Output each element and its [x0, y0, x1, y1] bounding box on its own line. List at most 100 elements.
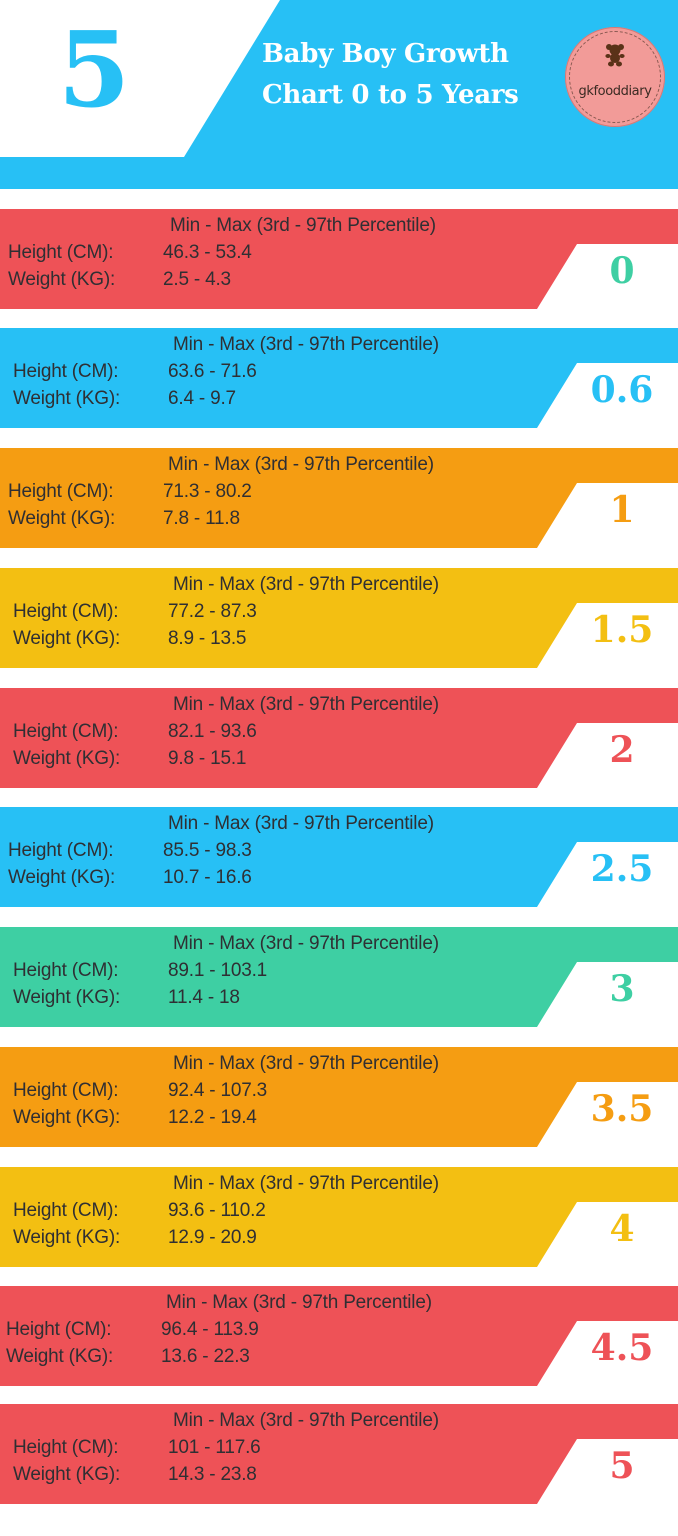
- weight-label: Weight (KG):: [13, 1227, 121, 1248]
- height-row: Height (CM): 93.6 - 110.2: [13, 1200, 266, 1222]
- height-value: 92.4 - 107.3: [168, 1080, 268, 1101]
- weight-label: Weight (KG):: [13, 628, 121, 649]
- height-row: Height (CM): 85.5 - 98.3: [8, 840, 252, 862]
- title-line-1: Baby Boy Growth: [262, 39, 509, 69]
- weight-label: Weight (KG):: [8, 867, 116, 888]
- height-label: Height (CM):: [13, 721, 119, 742]
- age-band-4: Min - Max (3rd - 97th Percentile) Height…: [0, 1167, 678, 1267]
- weight-row: Weight (KG): 9.8 - 15.1: [13, 748, 246, 770]
- age-band-3-5: Min - Max (3rd - 97th Percentile) Height…: [0, 1047, 678, 1147]
- weight-row: Weight (KG): 8.9 - 13.5: [13, 628, 246, 650]
- height-row: Height (CM): 96.4 - 113.9: [6, 1319, 259, 1341]
- weight-value: 12.9 - 20.9: [168, 1227, 257, 1248]
- height-label: Height (CM):: [13, 1200, 119, 1221]
- height-row: Height (CM): 92.4 - 107.3: [13, 1080, 267, 1102]
- weight-value: 7.8 - 11.8: [163, 508, 240, 529]
- weight-row: Weight (KG): 13.6 - 22.3: [6, 1346, 250, 1368]
- age-band-2-5: Min - Max (3rd - 97th Percentile) Height…: [0, 807, 678, 907]
- teddy-bear-icon: [565, 43, 665, 71]
- age-band-2: Min - Max (3rd - 97th Percentile) Height…: [0, 688, 678, 788]
- age-label: 3: [609, 968, 635, 1010]
- range-header: Min - Max (3rd - 97th Percentile): [173, 1053, 439, 1074]
- weight-row: Weight (KG): 2.5 - 4.3: [8, 269, 231, 291]
- weight-row: Weight (KG): 11.4 - 18: [13, 987, 240, 1009]
- range-header: Min - Max (3rd - 97th Percentile): [168, 813, 434, 834]
- weight-value: 8.9 - 13.5: [168, 628, 247, 649]
- weight-value: 14.3 - 23.8: [168, 1464, 257, 1485]
- height-value: 101 - 117.6: [168, 1437, 261, 1458]
- range-header: Min - Max (3rd - 97th Percentile): [173, 1173, 439, 1194]
- age-band-1: Min - Max (3rd - 97th Percentile) Height…: [0, 448, 678, 548]
- age-band-0-6: Min - Max (3rd - 97th Percentile) Height…: [0, 328, 678, 428]
- height-label: Height (CM):: [13, 1080, 119, 1101]
- height-label: Height (CM):: [8, 242, 114, 263]
- height-row: Height (CM): 46.3 - 53.4: [8, 242, 252, 264]
- weight-value: 13.6 - 22.3: [161, 1346, 250, 1367]
- age-label: 1: [609, 489, 635, 531]
- weight-value: 6.4 - 9.7: [168, 388, 236, 409]
- big-number: 5: [57, 8, 131, 131]
- height-value: 82.1 - 93.6: [168, 721, 257, 742]
- height-row: Height (CM): 71.3 - 80.2: [8, 481, 252, 503]
- weight-label: Weight (KG):: [13, 987, 121, 1008]
- weight-row: Weight (KG): 7.8 - 11.8: [8, 508, 240, 530]
- weight-value: 10.7 - 16.6: [163, 867, 252, 888]
- brand-logo: gkfooddiary: [565, 27, 665, 127]
- weight-value: 12.2 - 19.4: [168, 1107, 257, 1128]
- age-label: 0: [609, 250, 635, 292]
- age-label: 4: [609, 1208, 635, 1250]
- age-label: 2.5: [590, 848, 654, 890]
- height-row: Height (CM): 82.1 - 93.6: [13, 721, 257, 743]
- weight-value: 11.4 - 18: [168, 987, 240, 1008]
- age-label: 2: [609, 729, 635, 771]
- height-label: Height (CM):: [6, 1319, 112, 1340]
- age-label: 5: [609, 1445, 635, 1487]
- weight-label: Weight (KG):: [13, 748, 121, 769]
- weight-label: Weight (KG):: [13, 1107, 121, 1128]
- height-value: 46.3 - 53.4: [163, 242, 252, 263]
- age-band-4-5: Min - Max (3rd - 97th Percentile) Height…: [0, 1286, 678, 1386]
- age-label: 4.5: [590, 1327, 654, 1369]
- weight-row: Weight (KG): 10.7 - 16.6: [8, 867, 252, 889]
- weight-value: 9.8 - 15.1: [168, 748, 247, 769]
- age-band-3: Min - Max (3rd - 97th Percentile) Height…: [0, 927, 678, 1027]
- header-banner: 5 Baby Boy Growth Chart 0 to 5 Years gkf…: [0, 0, 678, 189]
- range-header: Min - Max (3rd - 97th Percentile): [173, 334, 439, 355]
- weight-label: Weight (KG):: [8, 269, 116, 290]
- height-label: Height (CM):: [13, 960, 119, 981]
- range-header: Min - Max (3rd - 97th Percentile): [166, 1292, 432, 1313]
- age-label: 0.6: [590, 369, 654, 411]
- height-value: 89.1 - 103.1: [168, 960, 268, 981]
- title-line-2: Chart 0 to 5 Years: [262, 80, 519, 110]
- range-header: Min - Max (3rd - 97th Percentile): [173, 574, 439, 595]
- weight-row: Weight (KG): 12.9 - 20.9: [13, 1227, 257, 1249]
- weight-value: 2.5 - 4.3: [163, 269, 231, 290]
- logo-ring: [569, 31, 661, 123]
- weight-label: Weight (KG):: [6, 1346, 114, 1367]
- range-header: Min - Max (3rd - 97th Percentile): [173, 1410, 439, 1431]
- range-header: Min - Max (3rd - 97th Percentile): [173, 933, 439, 954]
- age-band-1-5: Min - Max (3rd - 97th Percentile) Height…: [0, 568, 678, 668]
- age-band-0: Min - Max (3rd - 97th Percentile) Height…: [0, 209, 678, 309]
- height-label: Height (CM):: [8, 481, 114, 502]
- logo-text: gkfooddiary: [578, 84, 652, 99]
- height-label: Height (CM):: [8, 840, 114, 861]
- weight-label: Weight (KG):: [8, 508, 116, 529]
- height-value: 85.5 - 98.3: [163, 840, 252, 861]
- height-value: 63.6 - 71.6: [168, 361, 257, 382]
- height-label: Height (CM):: [13, 601, 119, 622]
- weight-row: Weight (KG): 14.3 - 23.8: [13, 1464, 257, 1486]
- age-label: 1.5: [590, 609, 654, 651]
- height-row: Height (CM): 63.6 - 71.6: [13, 361, 257, 383]
- height-row: Height (CM): 77.2 - 87.3: [13, 601, 257, 623]
- age-label: 3.5: [590, 1088, 654, 1130]
- age-band-5: Min - Max (3rd - 97th Percentile) Height…: [0, 1404, 678, 1504]
- weight-label: Weight (KG):: [13, 388, 121, 409]
- range-header: Min - Max (3rd - 97th Percentile): [168, 454, 434, 475]
- height-row: Height (CM): 89.1 - 103.1: [13, 960, 267, 982]
- weight-row: Weight (KG): 12.2 - 19.4: [13, 1107, 257, 1129]
- height-value: 77.2 - 87.3: [168, 601, 257, 622]
- weight-row: Weight (KG): 6.4 - 9.7: [13, 388, 236, 410]
- height-label: Height (CM):: [13, 1437, 119, 1458]
- height-value: 71.3 - 80.2: [163, 481, 252, 502]
